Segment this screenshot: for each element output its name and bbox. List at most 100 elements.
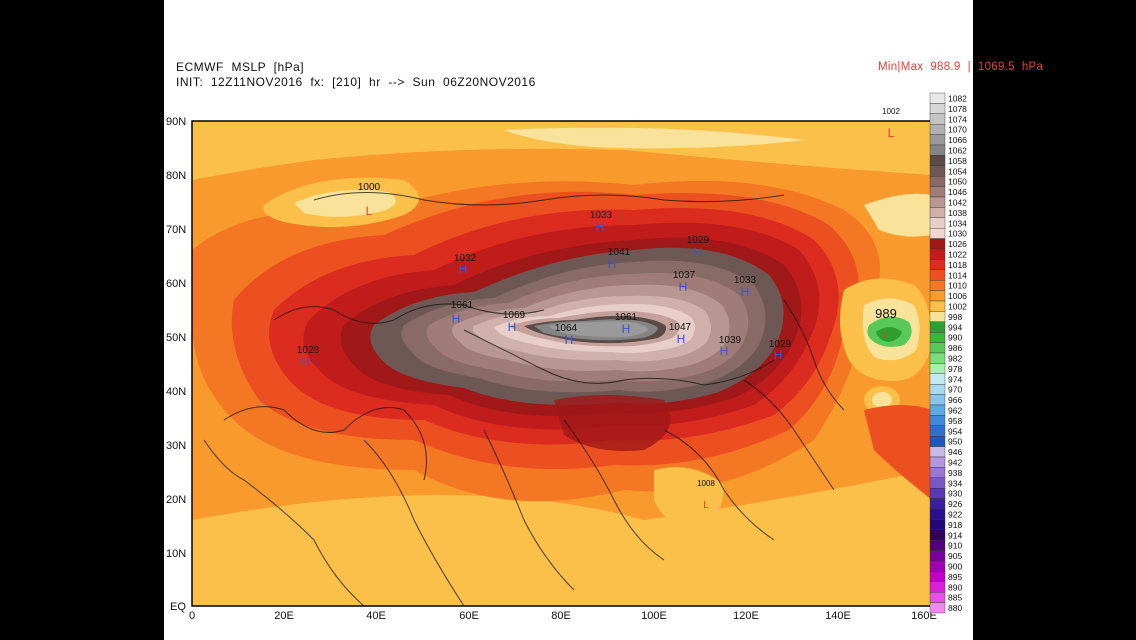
high-marker: H bbox=[741, 285, 750, 299]
low-marker: L bbox=[883, 329, 890, 343]
legend-swatch bbox=[929, 196, 946, 208]
legend-label: 910 bbox=[948, 541, 962, 551]
lat-label: 40N bbox=[166, 386, 186, 398]
legend-swatch bbox=[929, 342, 946, 354]
legend-label: 880 bbox=[948, 603, 962, 613]
legend-swatch bbox=[929, 602, 946, 614]
lon-label: 0 bbox=[189, 610, 195, 622]
legend-label: 1062 bbox=[948, 146, 967, 156]
lon-label: 120E bbox=[733, 610, 759, 622]
pressure-label: 1029 bbox=[769, 339, 792, 350]
high-marker: H bbox=[679, 280, 688, 294]
legend-label: 1014 bbox=[948, 270, 967, 280]
lat-label: 90N bbox=[166, 116, 186, 128]
legend-label: 1046 bbox=[948, 187, 967, 197]
pressure-label: 1029 bbox=[687, 235, 710, 246]
legend-label: 926 bbox=[948, 499, 962, 509]
lat-label: 80N bbox=[166, 170, 186, 182]
legend-swatch bbox=[929, 519, 946, 531]
high-marker: H bbox=[459, 262, 468, 276]
pressure-label: 1037 bbox=[673, 270, 696, 281]
legend-swatch bbox=[929, 529, 946, 541]
legend-label: 1042 bbox=[948, 198, 967, 208]
legend-label: 934 bbox=[948, 478, 962, 488]
latitude-labels: 90N 80N 70N 60N 50N 40N 30N 20N 10N EQ bbox=[166, 116, 186, 613]
legend-label: 950 bbox=[948, 437, 962, 447]
legend-label: 962 bbox=[948, 406, 962, 416]
lat-label: 70N bbox=[166, 224, 186, 236]
lon-label: 40E bbox=[366, 610, 386, 622]
legend-swatch bbox=[929, 467, 946, 478]
legend-swatch bbox=[929, 550, 946, 562]
legend-label: 994 bbox=[948, 322, 962, 332]
legend-label: 895 bbox=[948, 572, 962, 582]
legend-label: 1006 bbox=[948, 291, 967, 301]
legend-swatch bbox=[929, 446, 946, 458]
pressure-label: 1028 bbox=[297, 345, 320, 356]
pressure-label: 1033 bbox=[590, 210, 613, 221]
legend-label: 938 bbox=[948, 468, 962, 478]
pressure-label: 1008 bbox=[697, 479, 715, 488]
legend-swatch bbox=[929, 352, 946, 364]
pressure-label: 1061 bbox=[615, 312, 638, 323]
legend-swatch bbox=[929, 280, 946, 291]
legend-swatch bbox=[929, 373, 946, 385]
pressure-label: 1033 bbox=[734, 275, 757, 286]
high-marker: H bbox=[565, 333, 574, 347]
legend-swatch bbox=[929, 259, 946, 270]
legend-swatch bbox=[929, 571, 946, 583]
legend-label: 986 bbox=[948, 343, 962, 353]
legend-swatch bbox=[929, 144, 946, 156]
legend-swatch bbox=[929, 436, 946, 447]
min-max-label: Min|Max 988.9 | 1069.5 hPa bbox=[878, 61, 1044, 73]
pressure-label: 1002 bbox=[882, 107, 900, 116]
legend-label: 1058 bbox=[948, 156, 967, 166]
low-marker: L bbox=[703, 500, 709, 511]
legend-label: 1074 bbox=[948, 114, 967, 124]
legend-label: 900 bbox=[948, 562, 962, 572]
legend-label: 946 bbox=[948, 447, 962, 457]
legend-swatch bbox=[929, 332, 946, 343]
legend-label: 1010 bbox=[948, 281, 967, 291]
pressure-label: 1041 bbox=[608, 247, 631, 258]
legend-swatch bbox=[929, 415, 946, 426]
legend-swatch bbox=[929, 207, 946, 218]
pressure-label: 1047 bbox=[669, 322, 692, 333]
pressure-label: 1032 bbox=[454, 253, 477, 264]
legend-swatch bbox=[929, 123, 946, 135]
high-marker: H bbox=[301, 355, 310, 369]
legend-label: 890 bbox=[948, 582, 962, 592]
legend-swatch bbox=[929, 456, 946, 468]
high-marker: H bbox=[774, 348, 783, 362]
legend-swatch bbox=[929, 248, 946, 260]
legend-swatch bbox=[929, 113, 946, 125]
lat-label: 50N bbox=[166, 332, 186, 344]
legend-swatch bbox=[929, 165, 946, 177]
legend-label: 998 bbox=[948, 312, 962, 322]
lon-label: 140E bbox=[825, 610, 851, 622]
high-marker: H bbox=[677, 332, 686, 346]
lat-label: 10N bbox=[166, 548, 186, 560]
legend-swatch bbox=[929, 155, 946, 166]
pressure-field bbox=[192, 121, 932, 606]
low-marker: L bbox=[366, 204, 373, 218]
legend-label: 1018 bbox=[948, 260, 967, 270]
legend-label: 958 bbox=[948, 416, 962, 426]
pressure-label: 1000 bbox=[358, 182, 381, 193]
legend-label: 885 bbox=[948, 593, 962, 603]
legend-swatch bbox=[929, 508, 946, 520]
map-title: ECMWF MSLP [hPa] bbox=[176, 60, 305, 74]
pressure-label: 1039 bbox=[719, 335, 742, 346]
legend-swatch bbox=[929, 560, 946, 572]
legend-swatch bbox=[929, 498, 946, 510]
legend-swatch bbox=[929, 290, 946, 302]
legend-label: 1082 bbox=[948, 94, 967, 104]
high-marker: H bbox=[694, 245, 703, 259]
legend-swatch bbox=[929, 269, 946, 281]
pressure-label: 1064 bbox=[555, 323, 578, 334]
legend-swatch bbox=[929, 217, 946, 229]
legend-label: 966 bbox=[948, 395, 962, 405]
legend-label: 1050 bbox=[948, 177, 967, 187]
legend-label: 905 bbox=[948, 551, 962, 561]
legend-swatch bbox=[929, 394, 946, 406]
